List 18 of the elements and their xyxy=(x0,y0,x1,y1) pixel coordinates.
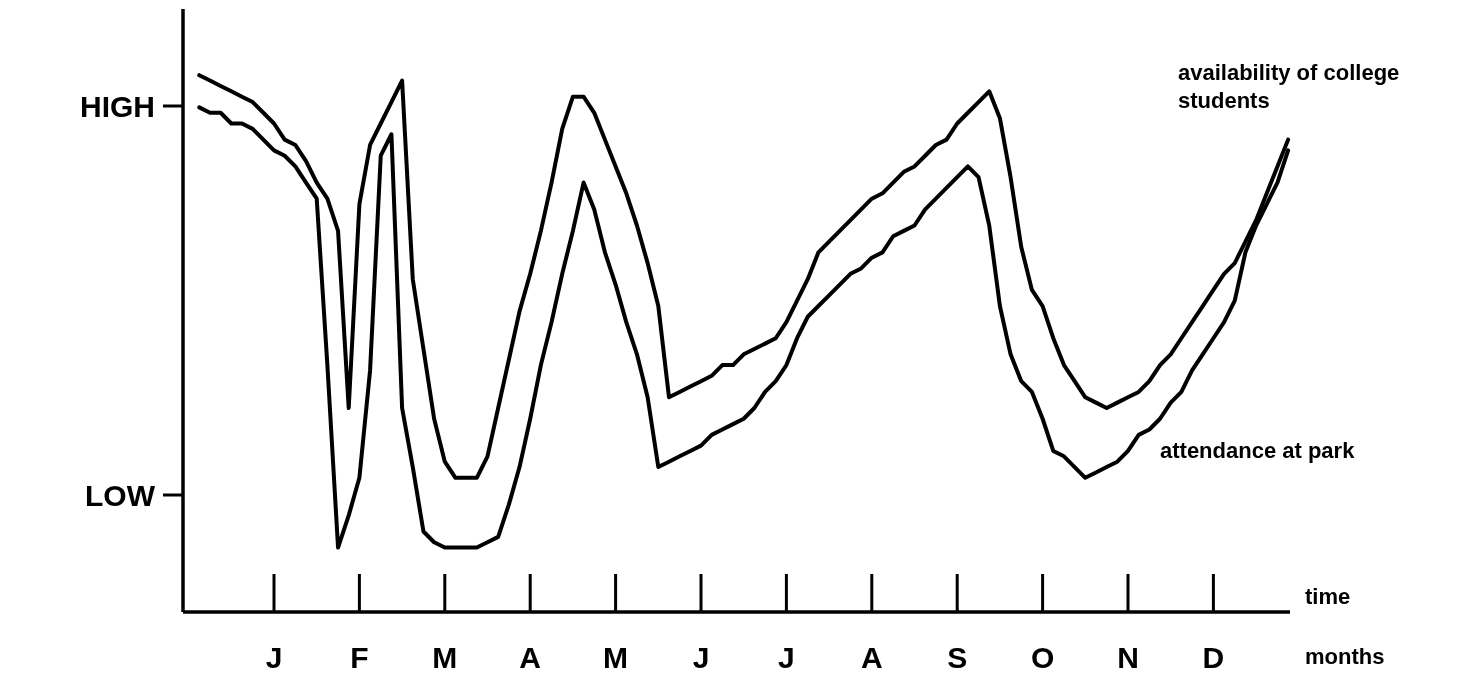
text: months xyxy=(1305,644,1385,669)
x-tick-label: F xyxy=(350,641,369,674)
x-tick-label: O xyxy=(1030,641,1055,674)
text: LOW xyxy=(85,478,156,512)
text: availability of college students xyxy=(1178,60,1400,113)
x-tick-label: D xyxy=(1202,641,1225,674)
text: HIGH xyxy=(80,89,155,123)
x-tick-label: J xyxy=(692,641,710,674)
x-tick-label: S xyxy=(947,641,968,674)
series-label: attendance at park xyxy=(1160,438,1356,463)
x-axis-title: time xyxy=(1305,584,1351,609)
x-tick-label: J xyxy=(265,641,283,674)
x-tick-label: M xyxy=(603,641,629,674)
x-tick-label: J xyxy=(778,641,795,674)
x-tick-label: M xyxy=(432,641,458,674)
x-tick-label: N xyxy=(1117,641,1139,674)
x-tick-label: A xyxy=(860,641,883,674)
x-tick-label: A xyxy=(519,641,542,674)
